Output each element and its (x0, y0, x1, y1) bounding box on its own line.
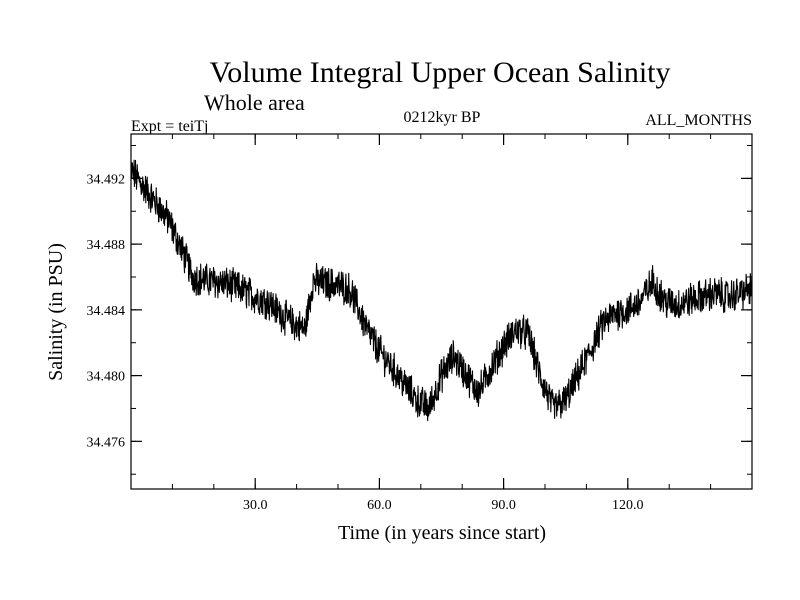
axes: 30.0 60.0 90.0 120.0 34.476 34.480 34.484 34.48… (87, 133, 753, 513)
plot-marks (130, 159, 753, 422)
x-tick-label: 30.0 (243, 498, 268, 513)
x-tick-label: 90.0 (491, 498, 516, 513)
months-annotation: ALL_MONTHS (645, 112, 752, 129)
y-tick-label: 34.484 (87, 304, 126, 319)
plot-frame (130, 133, 753, 490)
y-tick-label: 34.488 (87, 238, 126, 253)
chart-subtitle: Whole area (204, 90, 305, 115)
x-axis-label: Time (in years since start) (338, 522, 546, 544)
salinity-series-line (130, 159, 753, 422)
x-tick-label: 120.0 (612, 498, 644, 513)
y-tick-label: 34.480 (87, 370, 126, 385)
y-tick-label: 34.476 (87, 435, 126, 450)
period-annotation: 0212kyr BP (404, 109, 481, 126)
expt-annotation: Expt = teiTj (131, 118, 208, 135)
x-tick-label: 60.0 (367, 498, 392, 513)
y-axis-label: Salinity (in PSU) (45, 243, 67, 381)
y-tick-label: 34.492 (87, 172, 126, 187)
chart-title: Volume Integral Upper Ocean Salinity (210, 56, 671, 89)
